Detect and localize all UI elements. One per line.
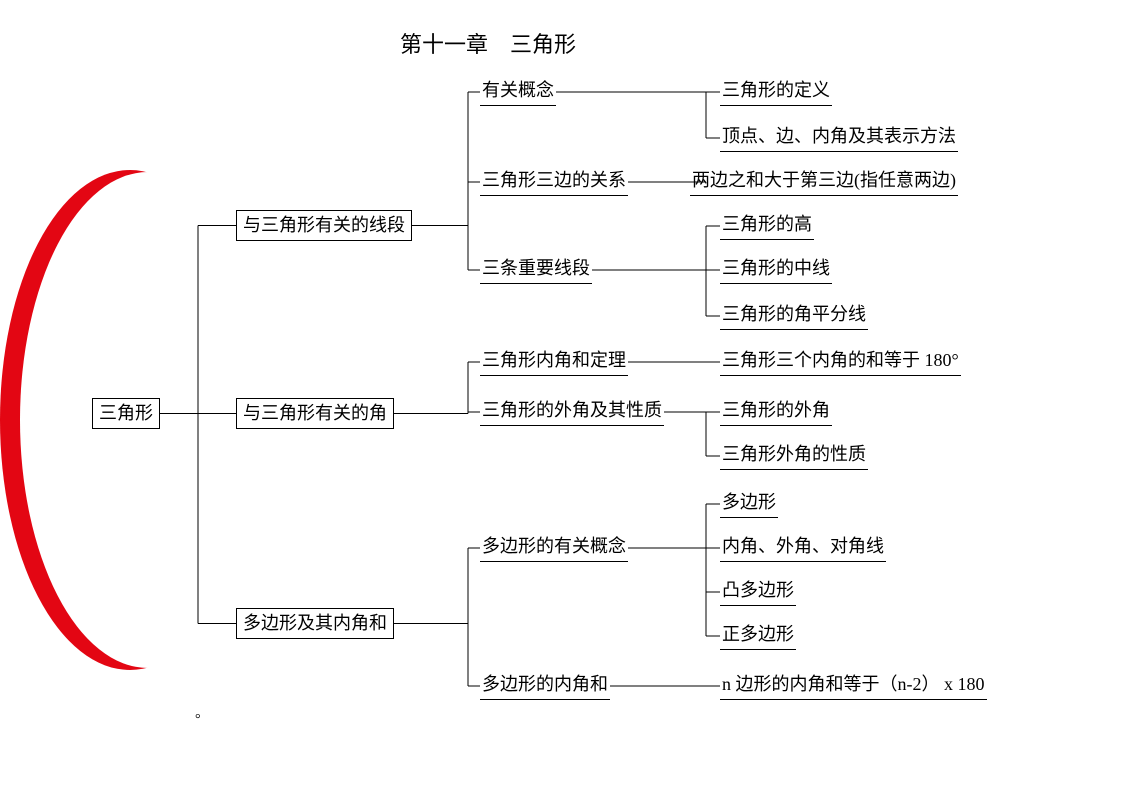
l2-polygon-anglesum: 多边形的内角和 xyxy=(480,672,610,700)
leaf-two-sides: 两边之和大于第三边(指任意两边) xyxy=(690,168,958,196)
l2-concepts: 有关概念 xyxy=(480,78,556,106)
l1-angles: 与三角形有关的角 xyxy=(236,398,394,429)
leaf-polygon: 多边形 xyxy=(720,490,778,518)
l1-polygon: 多边形及其内角和 xyxy=(236,608,394,639)
leaf-median: 三角形的中线 xyxy=(720,256,832,284)
leaf-ext-angle: 三角形的外角 xyxy=(720,398,832,426)
l2-polygon-concepts: 多边形的有关概念 xyxy=(480,534,628,562)
leaf-n-2-180: n 边形的内角和等于（n-2） x 180 xyxy=(720,672,987,700)
leaf-sum-180: 三角形三个内角的和等于 180° xyxy=(720,348,961,376)
l2-three-sides: 三角形三边的关系 xyxy=(480,168,628,196)
leaf-bisector: 三角形的角平分线 xyxy=(720,302,868,330)
leaf-int-ext-diag: 内角、外角、对角线 xyxy=(720,534,886,562)
root-node: 三角形 xyxy=(92,398,160,429)
leaf-ext-angle-prop: 三角形外角的性质 xyxy=(720,442,868,470)
degree-mark: ° xyxy=(195,710,201,730)
leaf-height: 三角形的高 xyxy=(720,212,814,240)
page-title: 第十一章 三角形 xyxy=(400,30,576,61)
l2-angle-sum: 三角形内角和定理 xyxy=(480,348,628,376)
leaf-triangle-def: 三角形的定义 xyxy=(720,78,832,106)
leaf-regular: 正多边形 xyxy=(720,622,796,650)
l2-important-lines: 三条重要线段 xyxy=(480,256,592,284)
l2-exterior-angle: 三角形的外角及其性质 xyxy=(480,398,664,426)
leaf-convex: 凸多边形 xyxy=(720,578,796,606)
l1-segments: 与三角形有关的线段 xyxy=(236,210,412,241)
leaf-vertex-edge: 顶点、边、内角及其表示方法 xyxy=(720,124,958,152)
